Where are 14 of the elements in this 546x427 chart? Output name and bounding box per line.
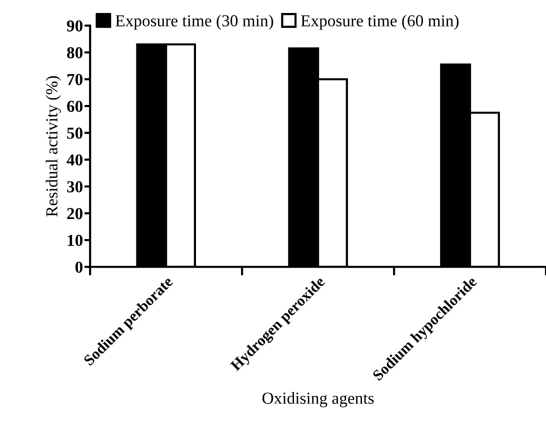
legend-label: Exposure time (60 min) — [301, 14, 459, 30]
y-tick-label: 20 — [67, 208, 83, 220]
y-tick-label: 60 — [67, 100, 83, 112]
x-axis-title: Oxidising agents — [262, 392, 374, 408]
y-tick-label: 30 — [67, 181, 83, 192]
y-tick-label: 90 — [66, 20, 83, 32]
legend-label: Exposure time (30 min) — [116, 14, 274, 30]
y-tick-label: 40 — [66, 154, 83, 166]
y-tick-label: 50 — [67, 128, 83, 139]
y-tick-label: 80 — [67, 47, 83, 58]
y-tick-label: 0 — [75, 262, 83, 273]
y-axis-title: Residual activity (%) — [46, 76, 61, 217]
y-tick-label: 70 — [67, 74, 83, 86]
y-tick-label: 10 — [68, 234, 83, 246]
